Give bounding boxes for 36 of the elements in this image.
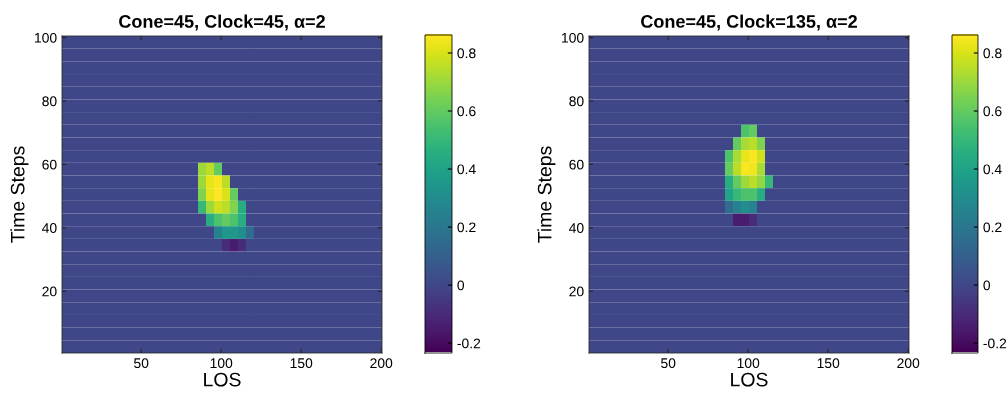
color-bar-label: 0 [983, 280, 991, 291]
chart-title: Cone=45, Clock=135, α=2 [641, 14, 857, 31]
chart-title: Cone=45, Clock=45, α=2 [119, 14, 325, 31]
y-tick-label: 40 [569, 223, 584, 233]
y-tick-label: 20 [569, 286, 584, 297]
color-bar-label: 0.4 [457, 164, 476, 175]
color-bar-label: 0.8 [457, 48, 476, 59]
y-tick-label: 80 [569, 96, 584, 107]
color-bar-label: -0.2 [457, 338, 481, 349]
x-tick-label: 50 [661, 358, 676, 369]
color-bar-label: 0.8 [983, 48, 1002, 59]
color-bar-label: 0.2 [983, 222, 1002, 233]
color-bar-label: -0.2 [983, 338, 1007, 349]
y-axis-title: Time Steps [537, 146, 556, 243]
color-bar-label: 0.6 [457, 106, 476, 117]
color-bar-label: 0.6 [983, 106, 1002, 117]
color-bar-label: 0 [457, 280, 465, 291]
x-tick-label: 100 [210, 358, 233, 369]
color-bar-label: 0.4 [983, 164, 1002, 175]
y-tick-label: 40 [42, 223, 57, 233]
x-tick-label: 150 [290, 358, 313, 369]
color-bar-label: 0.2 [457, 222, 476, 233]
x-axis-title: LOS [204, 372, 241, 387]
y-tick-label: 60 [42, 159, 57, 170]
y-tick-label: 100 [35, 32, 57, 43]
x-tick-label: 100 [737, 358, 760, 369]
x-axis-title: LOS [731, 372, 768, 387]
x-tick-label: 200 [370, 358, 393, 369]
y-tick-label: 100 [562, 32, 584, 43]
x-tick-label: 200 [897, 358, 920, 369]
x-tick-label: 150 [817, 358, 840, 369]
y-tick-label: 60 [569, 159, 584, 170]
y-axis-title: Time Steps [10, 146, 29, 243]
x-tick-label: 50 [134, 358, 149, 369]
y-tick-label: 80 [42, 96, 57, 107]
y-tick-label: 20 [42, 286, 57, 297]
